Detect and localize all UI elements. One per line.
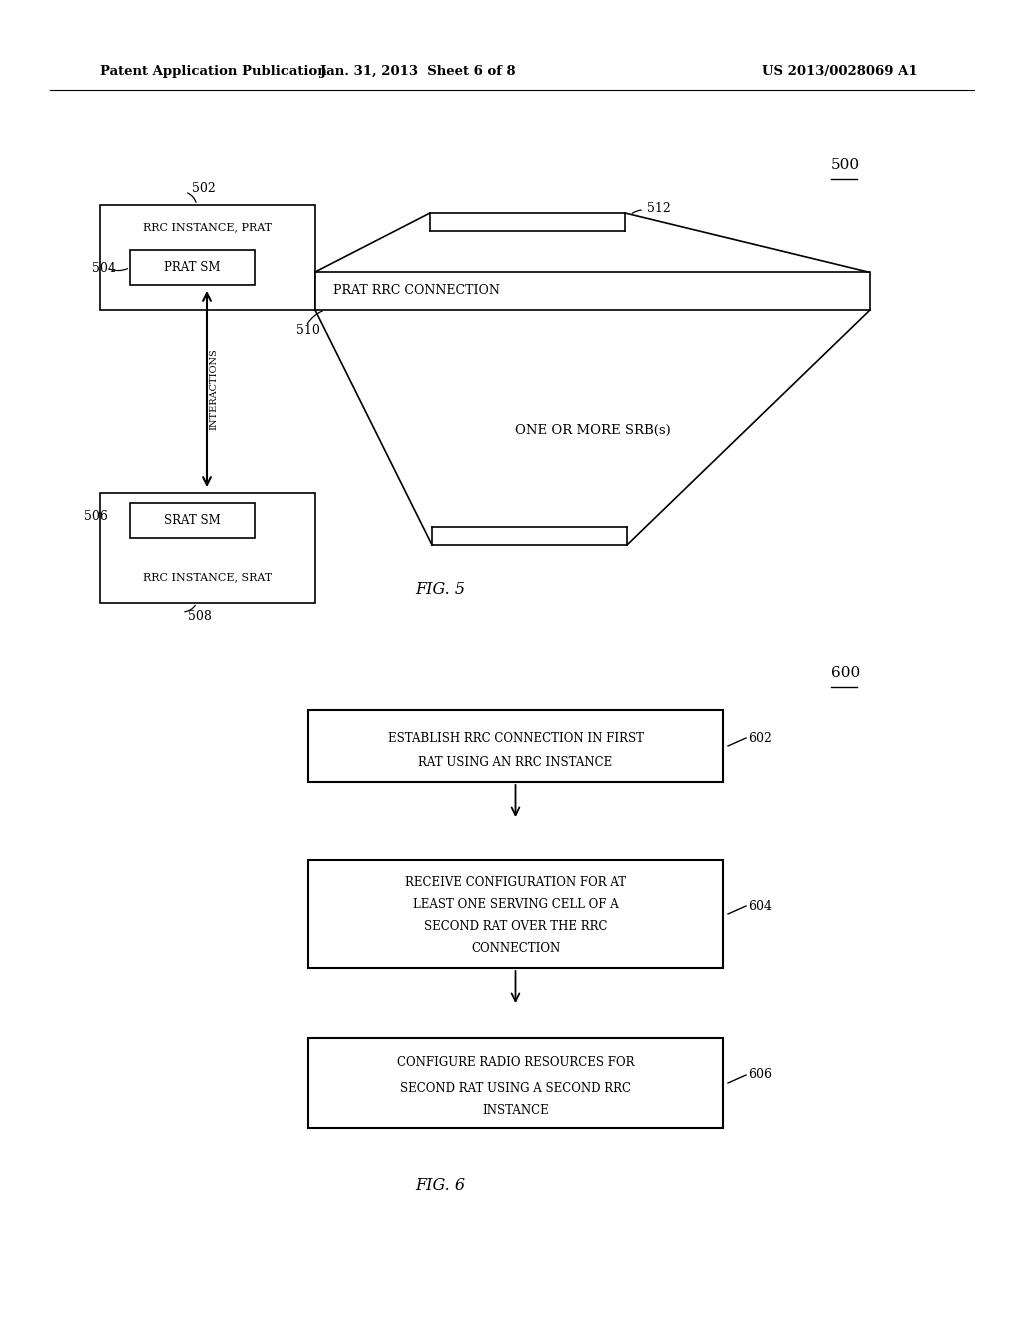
FancyBboxPatch shape <box>130 249 255 285</box>
Text: ESTABLISH RRC CONNECTION IN FIRST: ESTABLISH RRC CONNECTION IN FIRST <box>387 731 643 744</box>
Text: FIG. 5: FIG. 5 <box>415 582 465 598</box>
Text: FIG. 6: FIG. 6 <box>415 1176 465 1193</box>
Text: SRAT SM: SRAT SM <box>164 513 221 527</box>
Text: 510: 510 <box>296 323 319 337</box>
FancyBboxPatch shape <box>308 1038 723 1129</box>
Text: 502: 502 <box>193 181 216 194</box>
Text: Patent Application Publication: Patent Application Publication <box>100 66 327 78</box>
Text: US 2013/0028069 A1: US 2013/0028069 A1 <box>762 66 918 78</box>
Text: 500: 500 <box>831 158 860 172</box>
Text: CONNECTION: CONNECTION <box>471 941 560 954</box>
FancyBboxPatch shape <box>308 861 723 968</box>
Text: RECEIVE CONFIGURATION FOR AT: RECEIVE CONFIGURATION FOR AT <box>404 875 626 888</box>
Text: Jan. 31, 2013  Sheet 6 of 8: Jan. 31, 2013 Sheet 6 of 8 <box>321 66 516 78</box>
Text: SECOND RAT OVER THE RRC: SECOND RAT OVER THE RRC <box>424 920 607 932</box>
Text: SECOND RAT USING A SECOND RRC: SECOND RAT USING A SECOND RRC <box>400 1081 631 1094</box>
Text: CONFIGURE RADIO RESOURCES FOR: CONFIGURE RADIO RESOURCES FOR <box>396 1056 634 1068</box>
FancyBboxPatch shape <box>130 503 255 539</box>
Text: 504: 504 <box>92 261 116 275</box>
FancyBboxPatch shape <box>315 272 870 310</box>
Text: 508: 508 <box>188 610 212 623</box>
Text: 602: 602 <box>748 731 772 744</box>
Text: 606: 606 <box>748 1068 772 1081</box>
FancyBboxPatch shape <box>100 492 315 603</box>
Text: INSTANCE: INSTANCE <box>482 1104 549 1117</box>
Text: PRAT RRC CONNECTION: PRAT RRC CONNECTION <box>333 285 500 297</box>
Text: ONE OR MORE SRB(s): ONE OR MORE SRB(s) <box>515 424 671 437</box>
Text: RAT USING AN RRC INSTANCE: RAT USING AN RRC INSTANCE <box>419 755 612 768</box>
Text: 600: 600 <box>831 667 860 680</box>
Text: 604: 604 <box>748 899 772 912</box>
Text: INTERACTIONS: INTERACTIONS <box>210 348 218 430</box>
Text: RRC INSTANCE, PRAT: RRC INSTANCE, PRAT <box>143 222 272 232</box>
FancyBboxPatch shape <box>308 710 723 781</box>
Text: 512: 512 <box>647 202 671 214</box>
Text: LEAST ONE SERVING CELL OF A: LEAST ONE SERVING CELL OF A <box>413 898 618 911</box>
Text: RRC INSTANCE, SRAT: RRC INSTANCE, SRAT <box>143 572 272 582</box>
Text: PRAT SM: PRAT SM <box>164 261 221 275</box>
Text: 506: 506 <box>84 510 108 523</box>
FancyBboxPatch shape <box>100 205 315 310</box>
